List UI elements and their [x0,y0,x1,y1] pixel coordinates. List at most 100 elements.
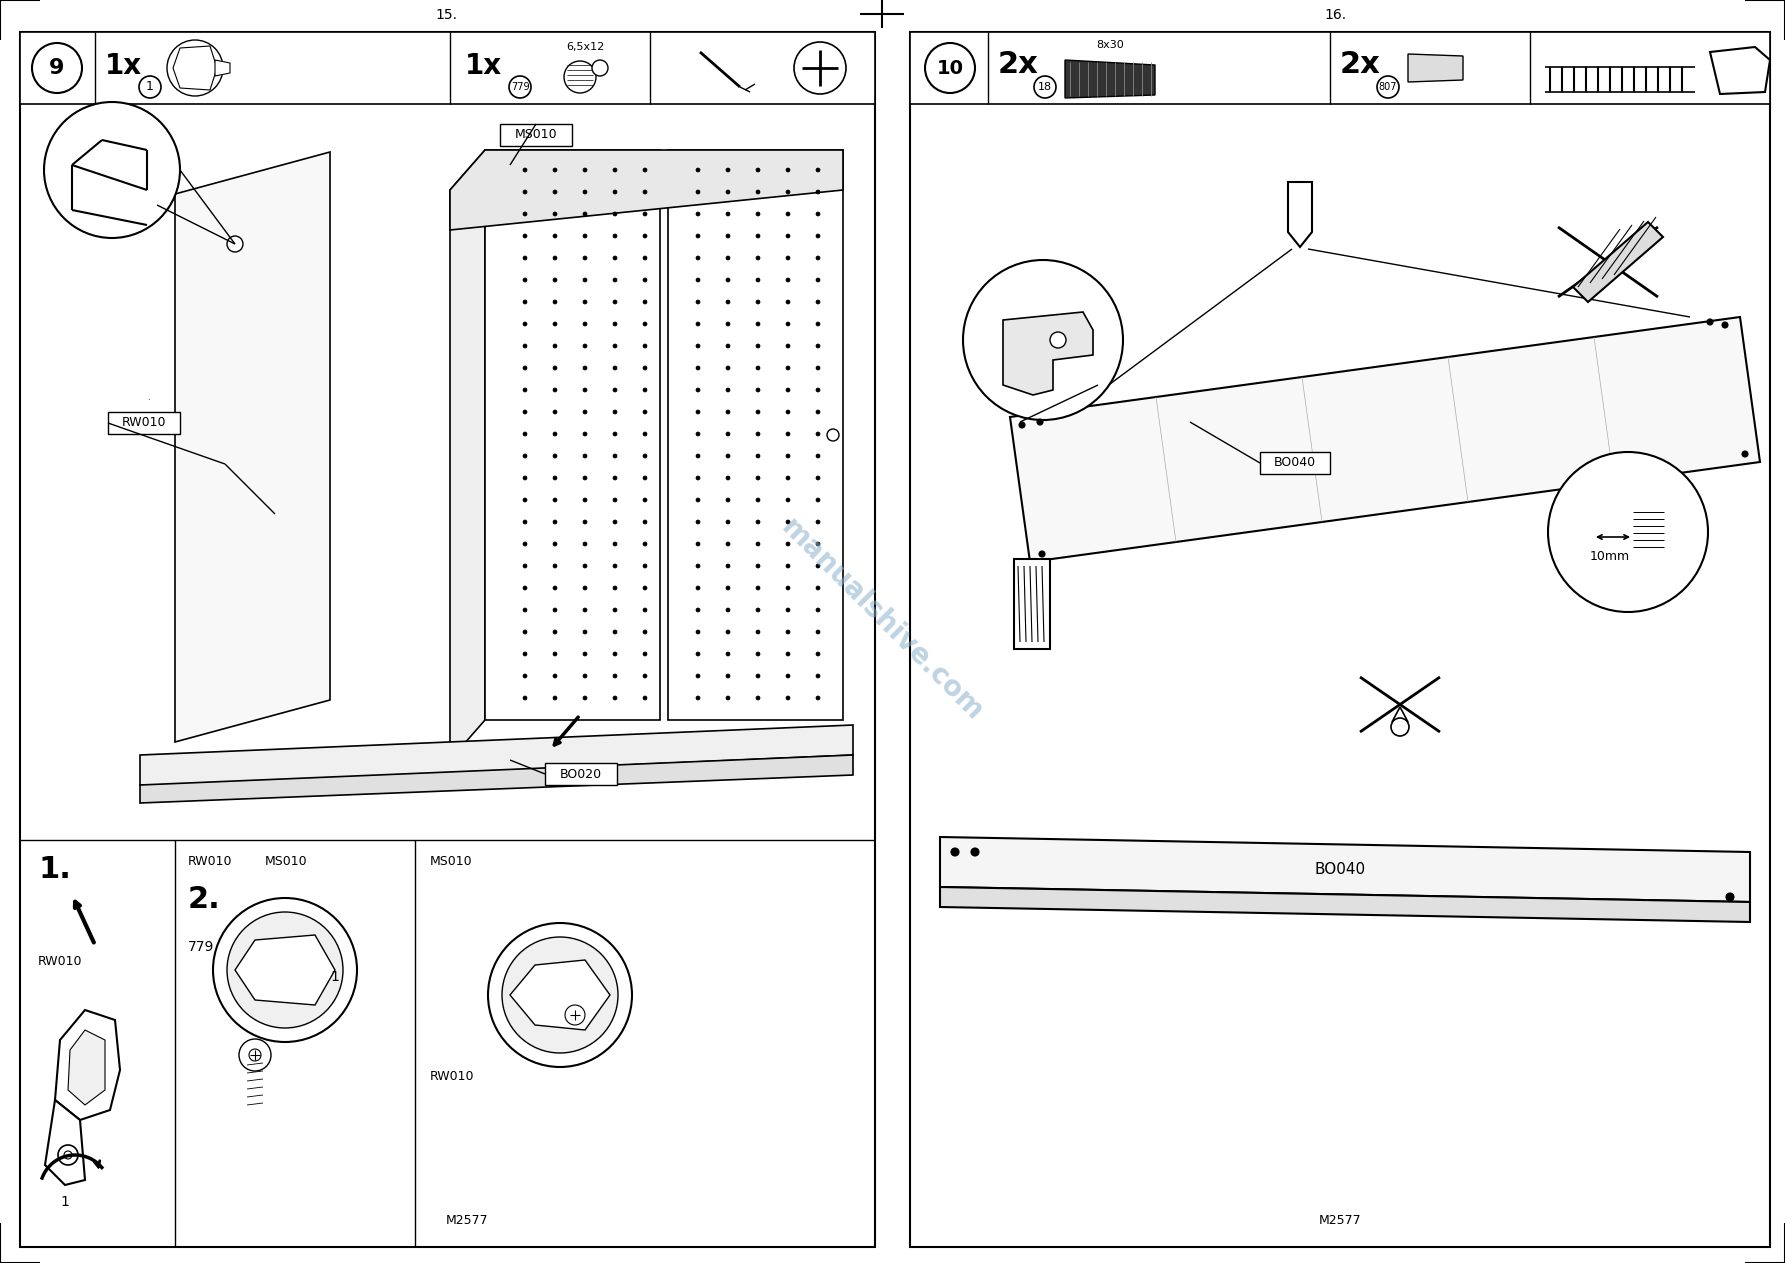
Circle shape [248,1050,261,1061]
Circle shape [523,410,527,414]
Circle shape [696,542,700,546]
Polygon shape [450,150,843,230]
Circle shape [726,565,730,568]
Circle shape [696,498,700,501]
Circle shape [785,410,791,414]
Text: 9: 9 [50,58,64,78]
Circle shape [584,453,587,458]
Text: .: . [146,393,150,402]
Text: 1: 1 [330,970,339,984]
Circle shape [785,301,791,304]
Circle shape [696,168,700,172]
Circle shape [816,630,819,634]
Circle shape [584,696,587,700]
Circle shape [971,847,978,856]
Text: 2x: 2x [1341,51,1382,80]
Text: MS010: MS010 [264,855,307,868]
Circle shape [785,189,791,195]
Circle shape [227,912,343,1028]
Circle shape [757,344,760,349]
Circle shape [816,410,819,414]
Circle shape [643,168,646,172]
Circle shape [64,1151,71,1159]
Circle shape [696,476,700,480]
Circle shape [696,696,700,700]
Ellipse shape [1289,172,1312,192]
Circle shape [553,366,557,370]
Circle shape [509,76,530,99]
Polygon shape [1014,560,1050,649]
Circle shape [584,322,587,326]
Circle shape [696,301,700,304]
Circle shape [523,432,527,436]
Circle shape [643,565,646,568]
Circle shape [757,278,760,282]
Circle shape [1726,893,1733,901]
Circle shape [612,189,618,195]
Circle shape [925,43,975,93]
Circle shape [816,234,819,237]
Circle shape [584,476,587,480]
Circle shape [816,388,819,392]
Circle shape [785,630,791,634]
Circle shape [816,696,819,700]
Circle shape [816,542,819,546]
Circle shape [726,630,730,634]
Circle shape [523,630,527,634]
Circle shape [212,898,357,1042]
Circle shape [553,410,557,414]
Circle shape [757,212,760,216]
Text: 1.: 1. [37,855,71,884]
Circle shape [726,586,730,590]
Circle shape [553,674,557,678]
Text: 807: 807 [1378,82,1398,92]
Circle shape [757,388,760,392]
Circle shape [726,498,730,501]
Circle shape [612,652,618,655]
Text: 15.: 15. [436,8,457,21]
Circle shape [523,189,527,195]
Circle shape [553,212,557,216]
Polygon shape [941,837,1749,902]
Circle shape [523,565,527,568]
Circle shape [612,388,618,392]
Polygon shape [55,1010,120,1120]
Circle shape [553,168,557,172]
Polygon shape [236,935,336,1005]
Circle shape [553,278,557,282]
Circle shape [816,586,819,590]
Bar [109,412,180,434]
Circle shape [553,608,557,613]
Circle shape [1548,452,1708,613]
Text: manualshive.com: manualshive.com [775,513,989,726]
Circle shape [584,278,587,282]
Circle shape [726,674,730,678]
Circle shape [696,344,700,349]
Circle shape [584,410,587,414]
Circle shape [553,301,557,304]
Circle shape [726,301,730,304]
Text: RW010: RW010 [187,855,232,868]
Circle shape [643,344,646,349]
Polygon shape [941,887,1749,922]
Text: 10: 10 [937,58,964,77]
Text: 1x: 1x [105,52,143,80]
Circle shape [584,565,587,568]
Circle shape [696,630,700,634]
Circle shape [785,498,791,501]
Polygon shape [1324,621,1474,738]
Circle shape [696,652,700,655]
Circle shape [726,608,730,613]
Circle shape [523,366,527,370]
Circle shape [726,212,730,216]
Circle shape [785,388,791,392]
Text: 6,5x12: 6,5x12 [566,42,603,52]
Polygon shape [511,960,610,1031]
Circle shape [1019,422,1025,428]
Circle shape [816,476,819,480]
Circle shape [757,476,760,480]
Circle shape [726,366,730,370]
Circle shape [757,256,760,260]
Circle shape [553,498,557,501]
Circle shape [487,923,632,1067]
